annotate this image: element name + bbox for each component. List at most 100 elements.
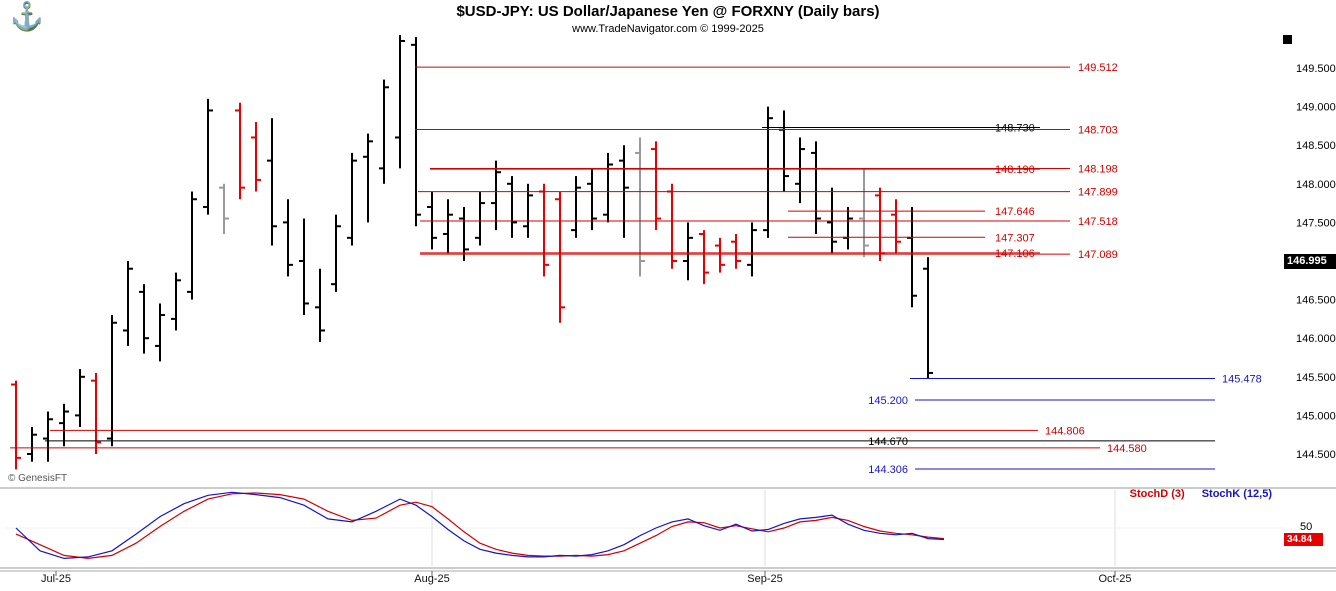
price-line-label: 148.703	[1078, 125, 1118, 137]
price-line[interactable]: 149.512	[415, 62, 1118, 74]
price-line-label: 147.307	[995, 232, 1035, 244]
ohlc-bar	[155, 303, 165, 362]
ohlc-bar	[891, 199, 901, 254]
ohlc-bar	[283, 199, 293, 277]
ohlc-bar	[203, 98, 213, 215]
ohlc-bar	[843, 206, 853, 250]
price-line[interactable]: 147.518	[420, 216, 1118, 228]
price-line-label: 145.200	[868, 395, 908, 407]
scroll-handle[interactable]	[1283, 35, 1292, 44]
price-line[interactable]: 144.806	[50, 425, 1085, 437]
price-line[interactable]: 145.478	[910, 373, 1262, 385]
price-line[interactable]: 147.646	[788, 206, 1035, 218]
ohlc-bar	[395, 35, 405, 169]
copyright-label: © GenesisFT	[8, 473, 68, 484]
price-line[interactable]: 148.730	[762, 122, 1040, 134]
ohlc-bar	[571, 176, 581, 238]
ohlc-bar	[651, 141, 661, 231]
price-axis-label: 146.500	[1296, 295, 1336, 307]
price-axis-label: 149.500	[1296, 63, 1336, 75]
ohlc-bar	[699, 230, 709, 285]
price-line[interactable]: 144.580	[10, 443, 1147, 455]
ohlc-bar	[555, 191, 565, 323]
price-line[interactable]: 144.306	[868, 464, 1215, 476]
ohlc-bar	[219, 183, 229, 234]
ohlc-bar	[91, 372, 101, 454]
x-axis-label-sep: Sep-25	[747, 573, 783, 585]
ohlc-bar	[667, 183, 677, 269]
price-line-label: 148.730	[995, 122, 1035, 134]
price-line[interactable]: 148.190	[430, 164, 1040, 176]
price-line-label: 144.580	[1107, 443, 1147, 455]
ohlc-bar	[43, 411, 53, 462]
ohlc-bar	[379, 79, 389, 184]
stochd-legend-label[interactable]: StochD (3)	[1129, 488, 1185, 500]
stochk-legend-label[interactable]: StochK (12,5)	[1201, 488, 1272, 500]
current-price-badge: 146.995	[1284, 254, 1336, 269]
price-axis-label: 146.000	[1296, 333, 1336, 345]
price-line[interactable]: 147.089	[420, 249, 1118, 261]
ohlc-bar	[251, 122, 261, 192]
ohlc-bar	[811, 141, 821, 234]
price-line[interactable]: 148.198	[430, 164, 1118, 176]
price-axis-label: 145.000	[1296, 410, 1336, 422]
stoch-mid-level-label: 50	[1300, 521, 1313, 533]
ohlc-bar	[875, 187, 885, 261]
ohlc-bar	[315, 268, 325, 343]
chart-title: $USD-JPY: US Dollar/Japanese Yen @ FORXN…	[456, 3, 880, 20]
ohlc-bar	[795, 137, 805, 204]
price-line-label: 148.198	[1078, 164, 1118, 176]
ohlc-bar	[363, 133, 373, 223]
ohlc-bar	[907, 206, 917, 308]
price-line[interactable]: 144.670	[45, 436, 1215, 448]
ohlc-bar	[859, 168, 869, 258]
price-line[interactable]: 148.703	[415, 125, 1118, 137]
stochd-line	[15, 492, 945, 560]
price-axis-label: 148.500	[1296, 140, 1336, 152]
chart-subtitle: www.TradeNavigator.com © 1999-2025	[572, 23, 764, 35]
x-axis-label-aug: Aug-25	[414, 573, 450, 585]
ohlc-bar	[411, 37, 421, 227]
ohlc-bar	[779, 110, 789, 192]
ohlc-bar	[475, 191, 485, 246]
x-axis-label-oct: Oct-25	[1098, 573, 1132, 585]
ohlc-bar	[507, 176, 517, 238]
price-line-label: 148.190	[995, 164, 1035, 176]
price-line-label: 145.478	[1222, 373, 1262, 385]
ohlc-bar	[459, 206, 469, 261]
price-line-label: 144.670	[868, 436, 908, 448]
price-line[interactable]: 147.307	[788, 232, 1035, 244]
ohlc-bar	[107, 315, 117, 447]
ohlc-bar	[59, 403, 69, 447]
ohlc-bar	[523, 183, 533, 238]
ohlc-bar	[443, 199, 453, 254]
ohlc-bar	[715, 237, 725, 273]
price-line[interactable]: 147.899	[418, 187, 1118, 199]
x-axis-label-jul: Jul-25	[41, 573, 71, 585]
price-line-label: 144.806	[1045, 425, 1085, 437]
stochk-line	[15, 491, 945, 560]
ohlc-bar	[747, 222, 757, 277]
price-line-label: 144.306	[868, 464, 908, 476]
ohlc-bar	[635, 137, 645, 277]
ohlc-bar	[123, 261, 133, 346]
price-line-label: 147.518	[1078, 216, 1118, 228]
ohlc-bar	[299, 218, 309, 316]
price-axis-label: 147.500	[1296, 217, 1336, 229]
ohlc-bar	[827, 187, 837, 254]
indicator-legend: StochD (3) StochK (12,5)	[1130, 488, 1272, 500]
stoch-value-badge: 34.84	[1284, 533, 1323, 546]
ohlc-bar	[331, 214, 341, 292]
price-axis-label: 149.000	[1296, 102, 1336, 114]
ohlc-bar	[603, 152, 613, 223]
price-axis-label: 148.000	[1296, 179, 1336, 191]
ohlc-bar	[539, 183, 549, 277]
price-line[interactable]: 145.200	[868, 395, 1215, 407]
ohlc-bar	[27, 426, 37, 462]
price-line-label: 147.899	[1078, 187, 1118, 199]
ohlc-bar	[235, 102, 245, 200]
genesis-gold-logo-icon: ⚓	[10, 1, 44, 31]
ohlc-bar	[683, 222, 693, 281]
